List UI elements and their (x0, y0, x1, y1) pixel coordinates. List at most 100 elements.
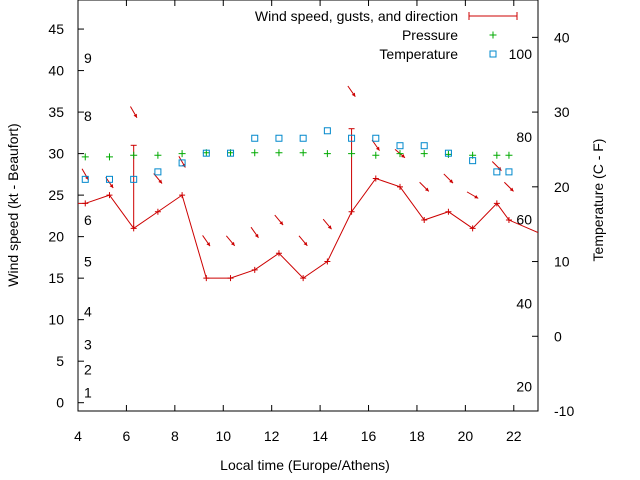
x-tick-label: 6 (123, 428, 131, 444)
y-left-tick-label: 0 (56, 395, 64, 411)
temperature-point (299, 134, 307, 142)
y-right-tick-label: 20 (554, 179, 570, 195)
x-tick-label: 12 (264, 428, 280, 444)
temperature-point (444, 149, 452, 157)
direction-arrow-head (303, 241, 308, 246)
direction-arrow-head (327, 225, 332, 230)
temperature-point (178, 159, 186, 167)
direction-arrow-head (449, 179, 454, 184)
direction-arrow-head (424, 187, 429, 192)
temperature-point (505, 168, 513, 176)
fahrenheit-label: 20 (516, 378, 532, 394)
direction-arrow-head (401, 154, 405, 158)
beaufort-label: 6 (84, 212, 92, 228)
fahrenheit-scale: 20 40 60 80 100 (509, 46, 533, 395)
y-right-tick-label: 30 (554, 104, 570, 120)
pressure-point (348, 150, 356, 158)
temperature-point (469, 157, 477, 165)
pressure-point (323, 150, 331, 158)
pressure-point (154, 151, 162, 159)
pressure-point (275, 149, 283, 157)
beaufort-label: 2 (84, 361, 92, 377)
direction-arrow-head (375, 146, 380, 151)
legend-label-wind: Wind speed, gusts, and direction (255, 8, 458, 24)
fahrenheit-label: 100 (509, 46, 533, 62)
pressure-point (81, 153, 89, 161)
temperature-point (493, 168, 501, 176)
wind-point (251, 266, 258, 273)
y-left-tick-label: 20 (48, 229, 64, 245)
wind-point (82, 200, 89, 207)
pressure-point (251, 149, 259, 157)
temperature-point (202, 149, 210, 157)
wind-point (179, 192, 186, 199)
wind-point (106, 192, 113, 199)
y-right-tick-label: 10 (554, 254, 570, 270)
temperature-point (105, 175, 113, 183)
direction-arrow-head (206, 242, 211, 247)
pressure-point (372, 151, 380, 159)
y-left-tick-label: 35 (48, 104, 64, 120)
fahrenheit-label: 40 (516, 295, 532, 311)
y-axis-right-label: Temperature (C - F) (590, 139, 606, 262)
y-axis-right: -10 0 10 20 30 40 (532, 29, 574, 419)
direction-arrow-head (254, 233, 259, 238)
series-layer (78, 85, 538, 282)
y-left-tick-label: 15 (48, 270, 64, 286)
legend-swatch-pressure (489, 31, 497, 39)
pressure-point (420, 150, 428, 158)
pressure-point (105, 153, 113, 161)
beaufort-scale: 1 2 3 4 5 6 8 9 (84, 50, 92, 401)
y-left-tick-label: 30 (48, 146, 64, 162)
temperature-point (251, 134, 259, 142)
direction-arrow-head (474, 194, 479, 199)
wind-point (227, 275, 234, 282)
direction-arrow-head (85, 175, 89, 180)
wind-point (324, 258, 331, 265)
fahrenheit-label: 80 (516, 129, 532, 145)
direction-arrow-head (279, 221, 284, 226)
pressure-point (505, 151, 513, 159)
wind-point (493, 200, 500, 207)
direction-arrow-head (158, 179, 163, 184)
pressure-point (299, 149, 307, 157)
temperature-point (81, 175, 89, 183)
y-axis-left-label: Wind speed (kt - Beaufort) (5, 123, 21, 286)
wind-point (445, 208, 452, 215)
temperature-point (396, 142, 404, 150)
pressure-point (444, 150, 452, 158)
x-tick-label: 14 (312, 428, 328, 444)
x-tick-label: 18 (409, 428, 425, 444)
wind-point (397, 183, 403, 190)
temperature-point (372, 134, 380, 142)
temperature-point (275, 134, 283, 142)
y-right-tick-label: 0 (554, 328, 562, 344)
y-left-tick-label: 45 (48, 21, 64, 37)
legend-swatch-temperature (489, 50, 497, 58)
beaufort-label: 9 (84, 50, 92, 66)
temperature-point (154, 168, 162, 176)
beaufort-label: 5 (84, 254, 92, 270)
x-tick-label: 20 (458, 428, 474, 444)
temperature-point (227, 149, 235, 157)
wind-point (421, 217, 428, 224)
y-right-tick-label: -10 (554, 403, 574, 419)
x-tick-label: 8 (171, 428, 179, 444)
x-tick-label: 16 (361, 428, 377, 444)
legend-label-temperature: Temperature (379, 46, 458, 62)
y-right-tick-label: 40 (554, 29, 570, 45)
direction-arrow-head (230, 241, 235, 246)
y-left-tick-label: 40 (48, 63, 64, 79)
legend-label-pressure: Pressure (402, 27, 458, 43)
beaufort-label: 1 (84, 385, 92, 401)
y-left-tick-label: 5 (56, 353, 64, 369)
wind-point (505, 217, 512, 224)
x-tick-label: 22 (506, 428, 522, 444)
wind-point (300, 275, 307, 282)
direction-arrow-head (509, 187, 514, 192)
pressure-point (130, 151, 138, 159)
beaufort-label: 4 (84, 303, 92, 319)
x-axis: 4 6 8 10 12 14 16 18 20 22 (74, 0, 522, 444)
wind-point (130, 225, 137, 232)
